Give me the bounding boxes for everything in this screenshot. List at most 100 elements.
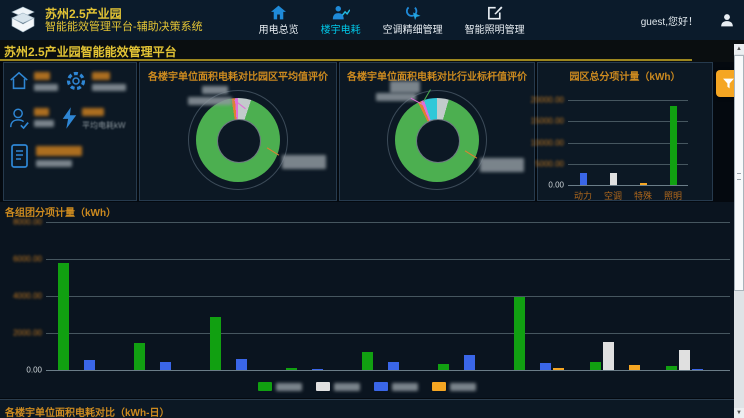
bar-E组团-动力 [388,362,399,370]
bar-F组团-动力 [464,355,475,370]
nav-label: 用电总览 [258,24,299,36]
stat-value-redacted [36,146,82,156]
y-tick-label: 5000.00 [535,159,564,169]
nav-item-hvac-management[interactable]: 空调精细管理 [382,4,443,36]
bar-J组团-空调 [679,350,690,370]
bar-空调 [609,173,617,185]
legend-swatch [316,382,330,391]
gridline [568,142,688,144]
stat-value-redacted [92,72,110,80]
page-title: 苏州2.5产业园智能能效管理平台 [4,45,177,59]
nav-item-lighting-management[interactable]: 智能照明管理 [465,5,525,36]
y-tick-label: 15000.00 [530,116,564,126]
donut-chart-industry-benchmark [387,90,487,190]
y-tick-label: 20000.00 [530,95,564,105]
nav-label: 智能照明管理 [464,24,525,36]
gridline [568,100,688,101]
nav-label: 空调精细管理 [382,24,443,36]
scrollbar-grip [737,173,741,180]
app-subtitle: 智能能效管理平台-辅助决策系统 [45,20,203,33]
nav-item-building-consumption[interactable]: 楼宇电耗 [321,5,361,36]
bar-H组团-空调 [603,342,614,370]
nav-item-power-overview[interactable]: 用电总览 [259,5,299,36]
panel-title: 园区总分项计量（kWh） [569,72,681,83]
bar-J组团-照明 [666,365,677,370]
page-title-bar: 苏州2.5产业园智能能效管理平台 [0,40,744,62]
bar-照明 [669,106,677,185]
title-underline [0,59,692,61]
bar-E组团-照明 [362,352,373,370]
stat-caption-redacted [34,84,58,91]
x-tick-label: 照明 [663,191,683,201]
funnel-icon [723,78,734,89]
edit-icon [487,5,503,19]
donut-hole [217,119,261,163]
stat-caption-redacted [36,160,72,167]
legend-label-redacted [276,382,302,391]
y-tick-label: 2000.00 [13,328,42,338]
user-icon[interactable] [720,13,734,27]
bar-plot [568,100,688,186]
scrollbar-thumb[interactable] [734,55,744,291]
app-title: 苏州2.5产业园 [45,6,122,21]
bar-H组团-照明 [590,362,601,370]
stat-caption: 平均电耗kW [82,121,126,130]
bar-C组团-动力 [236,359,247,370]
legend-item-动力 [374,382,418,391]
donut-chart-park-average [188,90,288,190]
bar-G组团-特殊 [553,367,564,370]
gridline [46,259,730,260]
bar-B组团-动力 [160,362,171,370]
bar-A组团-动力 [84,360,95,370]
stat-devices [64,69,126,93]
y-tick-label: 4000.00 [13,291,42,301]
stats-panel: 平均电耗kW [3,62,137,201]
callout-label-redacted [202,86,228,94]
callout-label-redacted [390,81,420,93]
greeting-text: guest,您好！ [640,16,698,28]
y-tick-label: 0.00 [548,180,564,190]
main-nav: 用电总览 楼宇电耗 空调精细管理 [259,4,525,36]
scroll-up-arrow[interactable]: ▲ [734,44,744,54]
y-tick-label: 8000.00 [13,217,42,227]
top-bar: 苏州2.5产业园 智能能效管理平台-辅助决策系统 用电总览 楼宇电耗 [0,0,744,40]
legend-label-redacted [392,382,418,391]
nav-label: 楼宇电耗 [320,24,361,36]
home-outline-icon [10,71,28,90]
callout-label-redacted [480,158,524,172]
stat-buildings [8,69,58,93]
gridline [568,185,688,186]
user-check-icon [10,108,29,130]
donut-outer-ring [387,90,487,190]
stat-caption-redacted [34,120,54,127]
callout-label-redacted [376,93,416,101]
home-icon [271,5,287,19]
y-tick-label: 10000.00 [530,138,564,147]
stat-value-redacted [34,108,49,116]
legend-item-特殊 [432,382,476,391]
vertical-scrollbar[interactable]: ▲ ▼ [734,44,744,418]
gridline [46,333,730,334]
scroll-down-arrow[interactable]: ▼ [734,408,744,418]
bar-C组团-照明 [210,317,221,370]
stat-evaluation [8,105,54,131]
panel-title: 各组团分项计量（kWh） [5,208,117,219]
main-content: 平均电耗kW 各楼宇单位面积电耗对比园区平均值评价 [0,62,734,418]
donut-panel-industry-benchmark: 各楼宇单位面积电耗对比行业标杆值评价 [339,62,535,201]
bottom-panel-header: 各楼宇单位面积电耗对比（kWh-日） [0,399,734,418]
x-tick-label: 空调 [603,191,623,201]
gridline [46,370,730,371]
y-tick-label: 0.00 [26,365,42,375]
legend-swatch [432,382,446,391]
legend-swatch [258,382,272,391]
stat-value-redacted [82,108,104,116]
bar-F组团-照明 [438,364,449,370]
panel-title: 各楼宇单位面积电耗对比（kWh-日） [5,408,170,418]
bar-A组团-照明 [58,262,69,370]
bar-D组团-动力 [312,368,323,370]
legend-label-redacted [450,382,476,391]
groups-chart-panel: 各组团分项计量（kWh） 8000.00 6000.00 4000.00 2000.0… [0,202,734,398]
hvac-icon [405,4,421,20]
bar-J组团-动力 [692,368,703,370]
panel-title: 各楼宇单位面积电耗对比园区平均值评价 [148,72,328,83]
